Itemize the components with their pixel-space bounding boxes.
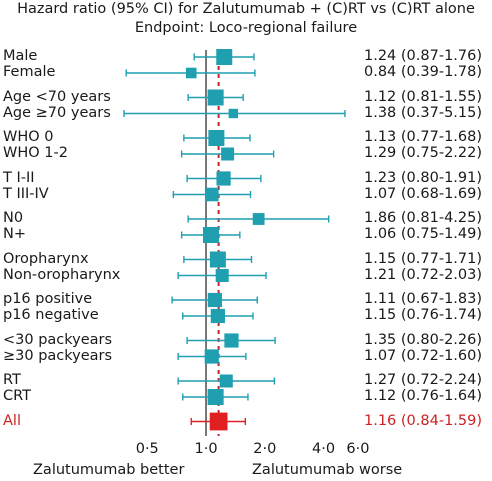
x-tick-label: 2·0 [253, 441, 277, 457]
hazard-ratio-marker [210, 308, 225, 324]
row-label: T III-IV [3, 185, 49, 202]
row-label: p16 negative [3, 307, 99, 323]
hazard-ratio-marker [224, 333, 239, 348]
x-tick-label: 4·0 [312, 441, 336, 457]
row-value: 1.13 (0.77-1.68) [364, 129, 483, 145]
row-value: 1.07 (0.72-1.60) [364, 347, 483, 364]
hazard-ratio-marker [252, 213, 265, 225]
row-value: 0.84 (0.39-1.78) [364, 64, 483, 80]
hazard-ratio-marker [221, 147, 235, 161]
hazard-ratio-marker [207, 89, 224, 106]
overall-estimate-marker [209, 412, 228, 431]
x-tick-label: 0·5 [135, 441, 159, 457]
row-label: Age <70 years [3, 88, 111, 105]
row-value: 1.27 (0.72-2.24) [364, 372, 483, 388]
row-label: Age ≥70 years [3, 104, 111, 121]
hazard-ratio-marker [215, 269, 229, 282]
hazard-ratio-marker [216, 171, 231, 186]
x-tick-label: 6·0 [346, 441, 370, 457]
hazard-ratio-marker [228, 108, 239, 119]
hazard-ratio-marker [185, 67, 197, 79]
row-value: 1.24 (0.87-1.76) [364, 48, 483, 64]
row-value: 1.07 (0.68-1.69) [364, 185, 483, 202]
row-label: N+ [3, 226, 26, 242]
row-label: WHO 1-2 [3, 145, 68, 161]
hazard-ratio-marker [204, 187, 219, 202]
hazard-ratio-marker [202, 227, 219, 243]
row-label: Male [3, 48, 38, 64]
hazard-ratio-marker [216, 49, 233, 65]
row-label: CRT [3, 388, 32, 404]
row-value: 1.12 (0.81-1.55) [364, 88, 483, 105]
row-value: 1.16 (0.84-1.59) [364, 412, 483, 429]
row-value: 1.23 (0.80-1.91) [364, 169, 483, 186]
row-label: T I-II [3, 169, 35, 186]
hazard-ratio-marker [207, 389, 224, 405]
hazard-ratio-marker [209, 251, 226, 268]
row-label: Female [3, 64, 56, 80]
row-value: 1.21 (0.72-2.03) [364, 266, 483, 283]
row-label: All [3, 412, 21, 429]
chart-subtitle: Endpoint: Loco-regional failure [134, 20, 358, 36]
row-label: <30 packyears [3, 331, 113, 348]
x-tick-label: 1·0 [194, 441, 218, 457]
row-label: Oropharynx [3, 250, 89, 267]
row-value: 1.86 (0.81-4.25) [364, 210, 483, 226]
row-value: 1.29 (0.75-2.22) [364, 145, 483, 161]
row-value: 1.38 (0.37-5.15) [364, 104, 483, 121]
row-value: 1.35 (0.80-2.26) [364, 331, 483, 348]
hazard-ratio-marker [207, 292, 222, 308]
row-value: 1.15 (0.76-1.74) [364, 307, 483, 323]
hazard-ratio-marker [219, 374, 233, 388]
right-axis-label: Zalutumumab worse [252, 462, 403, 478]
row-label: p16 positive [3, 291, 93, 307]
left-axis-label: Zalutumumab better [33, 462, 185, 478]
row-value: 1.06 (0.75-1.49) [364, 226, 483, 242]
row-label: Non-oropharynx [3, 266, 121, 283]
row-value: 1.12 (0.76-1.64) [364, 388, 483, 404]
row-value: 1.15 (0.77-1.71) [364, 250, 483, 267]
row-label: RT [3, 372, 21, 388]
row-label: N0 [3, 210, 24, 226]
chart-title: Hazard ratio (95% CI) for Zalutumumab + … [17, 1, 475, 17]
hazard-ratio-marker [204, 349, 219, 364]
row-value: 1.11 (0.67-1.83) [364, 291, 483, 307]
row-label: ≥30 packyears [3, 347, 113, 364]
hazard-ratio-marker [208, 130, 225, 146]
row-label: WHO 0 [3, 129, 54, 145]
